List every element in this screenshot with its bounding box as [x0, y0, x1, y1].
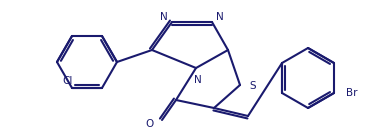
- Text: N: N: [160, 12, 168, 22]
- Text: S: S: [249, 81, 256, 91]
- Text: Cl: Cl: [63, 76, 73, 86]
- Text: O: O: [146, 119, 154, 129]
- Text: Br: Br: [346, 88, 358, 98]
- Text: N: N: [216, 12, 224, 22]
- Text: N: N: [194, 75, 202, 85]
